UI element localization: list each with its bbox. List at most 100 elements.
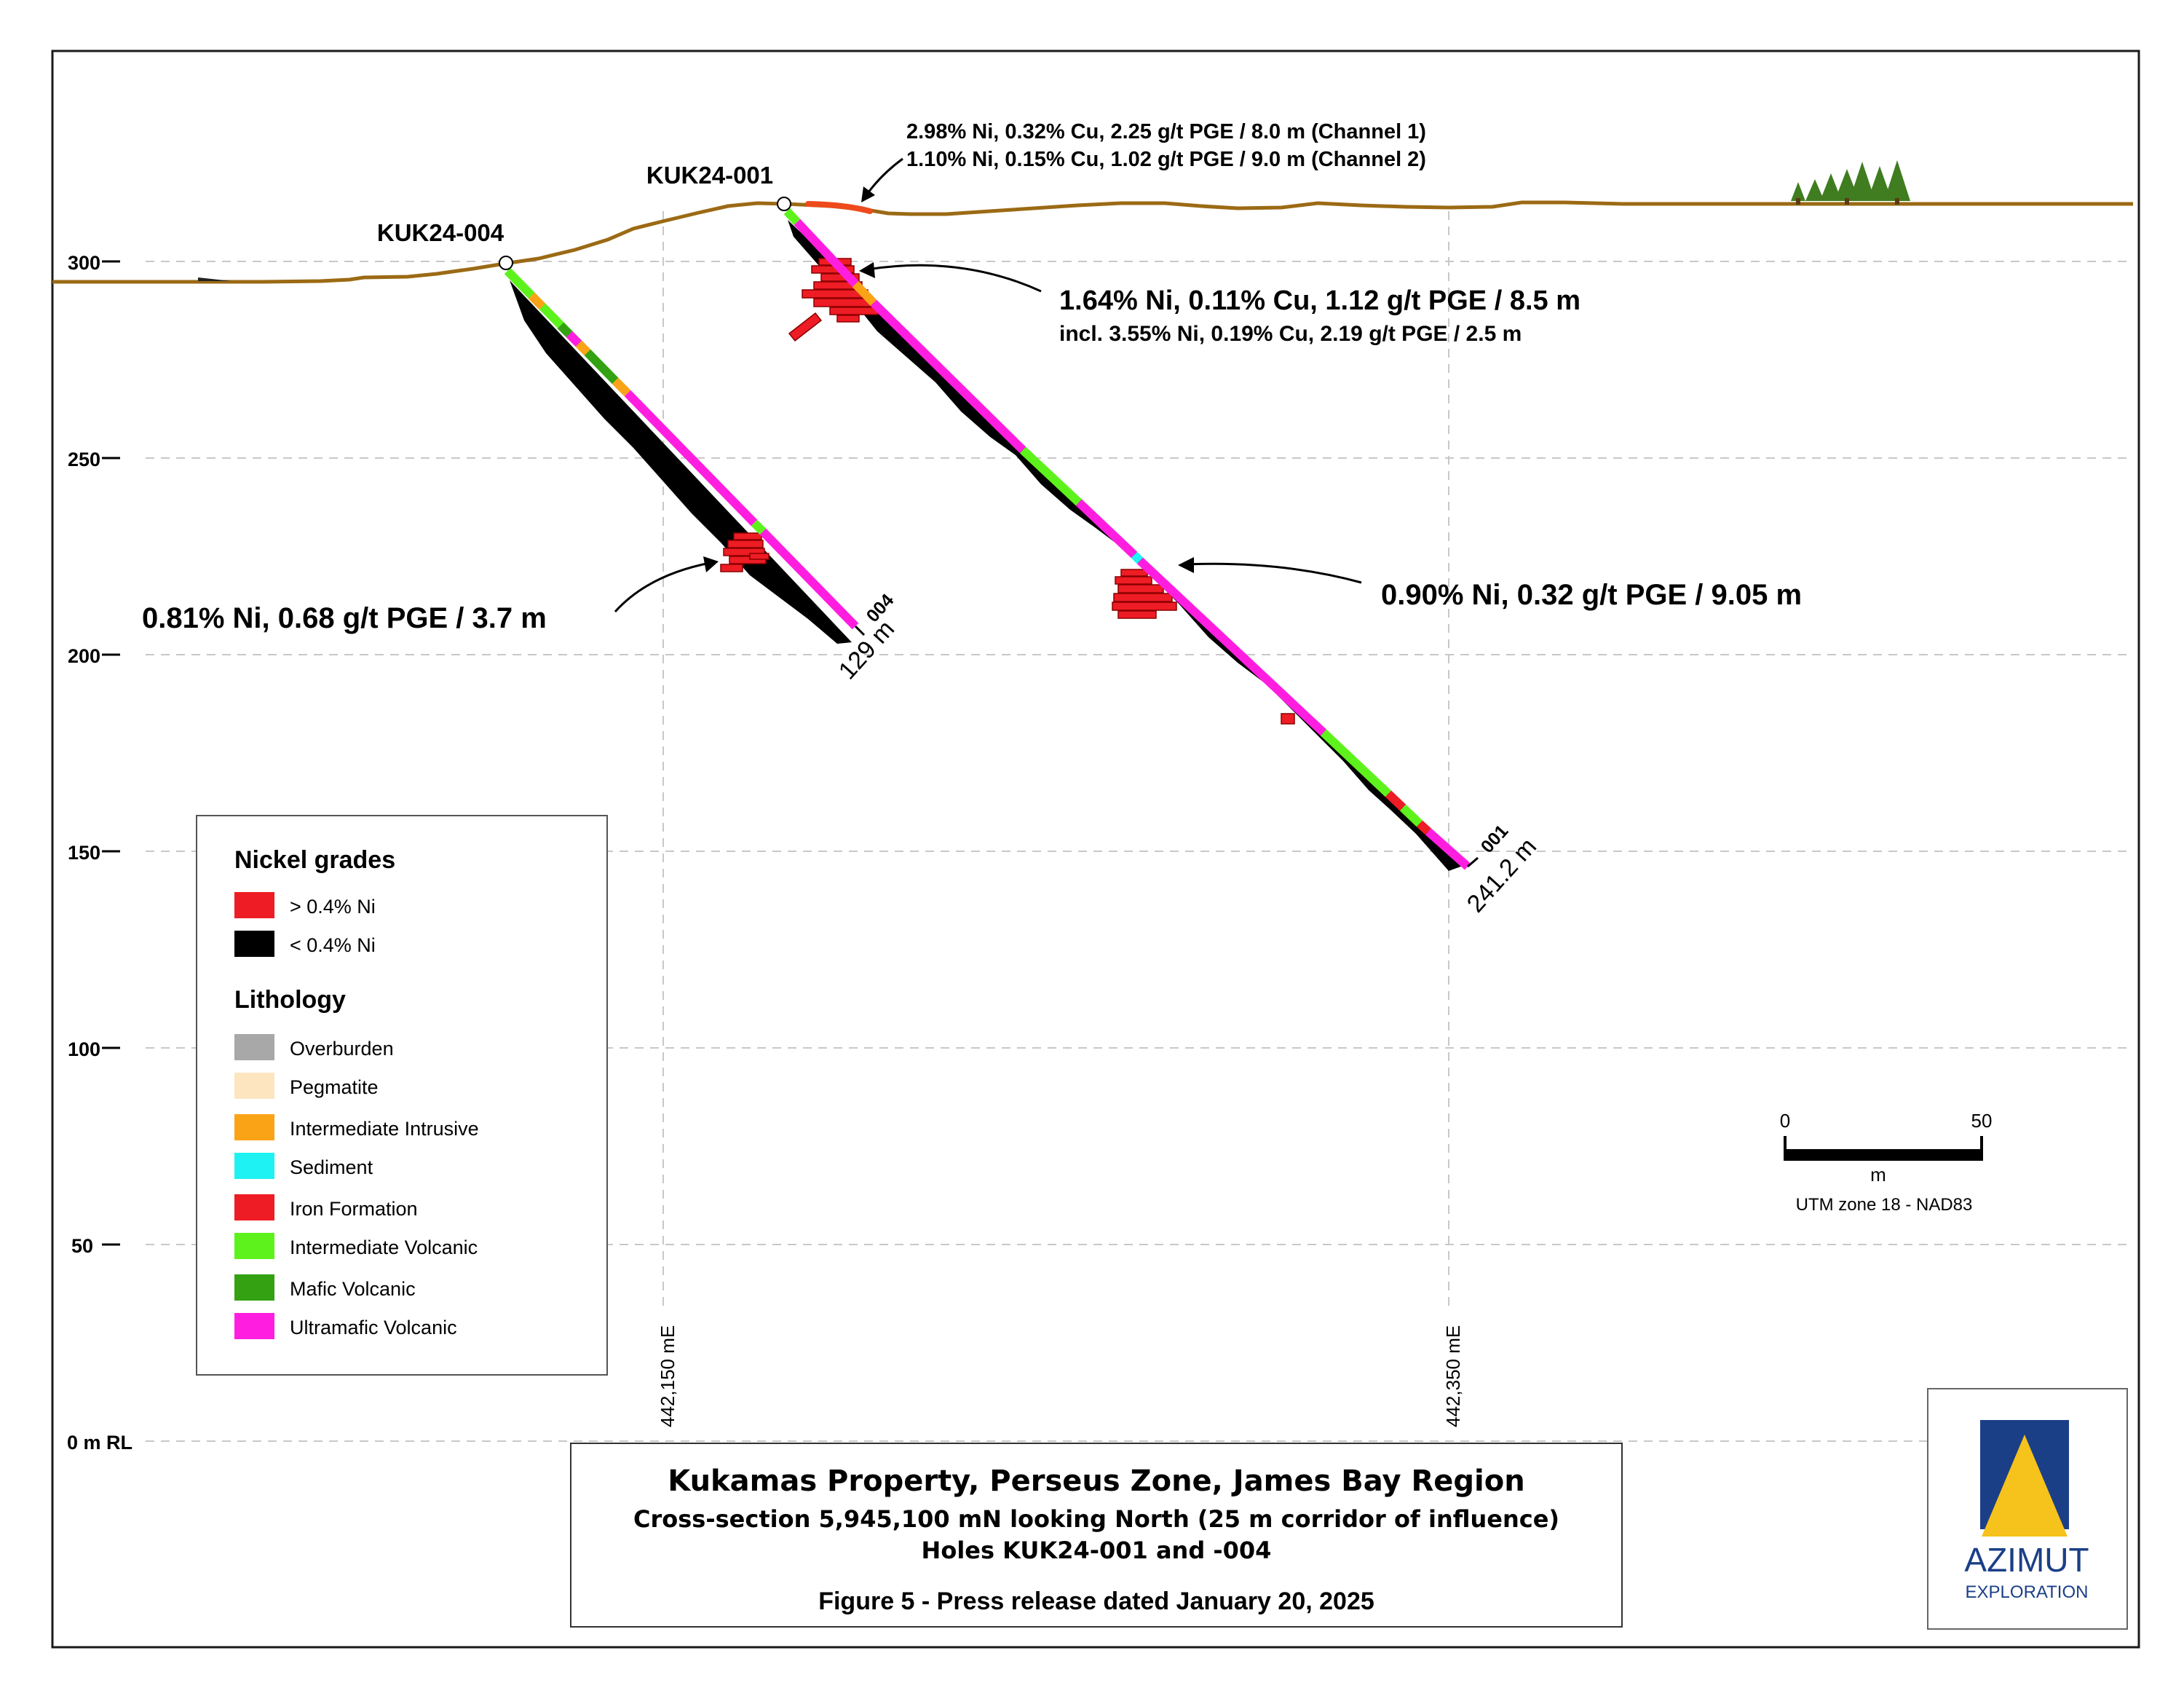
lith-ultramafic-volcanic [1136, 557, 1327, 736]
arrow-hole001-lower [1186, 562, 1362, 584]
lithology-column [504, 267, 859, 630]
tree-icon-group [1791, 160, 1910, 205]
elevation-label-250: 250 [68, 449, 100, 470]
lith-ultramafic-volcanic [759, 528, 859, 630]
legend-swatch-low-grade [234, 931, 274, 957]
lith-ultramafic-volcanic [870, 299, 1026, 454]
scale-bar: 0 50 m UTM zone 18 - NAD83 [1780, 1110, 1993, 1215]
easting-label-442350: 442,350 mE [1442, 1325, 1464, 1427]
elevation-label-0: 0 m RL [67, 1432, 132, 1454]
legend-label-iron-formation: Iron Formation [290, 1198, 418, 1220]
legend-swatch-high-grade [234, 892, 274, 918]
hole-end-tick [1467, 856, 1479, 868]
high-grade-assay-bars [720, 532, 769, 572]
legend-label-mafic-volcanic: Mafic Volcanic [290, 1278, 416, 1300]
annotation-hole004: 0.81% Ni, 0.68 g/t PGE / 3.7 m [142, 602, 547, 634]
assay-bar [829, 307, 879, 315]
logo-name: AZIMUT [1964, 1541, 2089, 1579]
assay-bar [1112, 602, 1177, 611]
lithology-column [783, 208, 1471, 870]
scale-end-label: 50 [1971, 1110, 1993, 1132]
easting-label-442150: 442,150 mE [657, 1325, 678, 1427]
lith-ultramafic-volcanic [624, 390, 758, 526]
assay-bar [1113, 593, 1173, 602]
scale-bar-fill [1785, 1149, 1982, 1161]
figure-subtitle-2: Holes KUK24-001 and -004 [922, 1537, 1272, 1564]
legend-swatch-ultramafic-volcanic [234, 1313, 274, 1339]
assay-bar [723, 548, 765, 556]
hole-name-kuk24-001: KUK24-001 [646, 162, 773, 189]
legend-nickel-title: Nickel grades [234, 846, 395, 874]
assay-bar [1115, 576, 1152, 585]
arrowhead-icon [1178, 557, 1194, 573]
annotation-channel-2: 1.10% Ni, 0.15% Cu, 1.02 g/t PGE / 9.0 m… [906, 148, 1426, 171]
elevation-gridlines [146, 261, 2133, 1442]
lith-intermediate-intrusive [612, 377, 631, 397]
assay-bar [1281, 713, 1295, 725]
lith-sediment [1131, 551, 1144, 564]
topography-line [146, 200, 2133, 284]
arrow-hole001-upper [867, 264, 1042, 293]
assay-bar [720, 564, 743, 572]
assay-bar [749, 553, 769, 560]
legend-label-ultramafic-volcanic: Ultramafic Volcanic [290, 1317, 457, 1338]
hole-name-kuk24-004: KUK24-004 [377, 219, 505, 246]
legend-swatch-intermediate-volcanic [234, 1233, 274, 1259]
arrowhead-icon [859, 262, 875, 278]
legend-label-pegmatite: Pegmatite [290, 1076, 379, 1098]
lith-mafic-volcanic [584, 349, 619, 384]
lith-ultramafic-volcanic [794, 218, 859, 288]
projection-label: UTM zone 18 - NAD83 [1796, 1195, 1973, 1215]
legend-swatch-intermediate-intrusive [234, 1114, 274, 1140]
legend-swatch-sediment [234, 1153, 274, 1179]
elevation-label-50: 50 [71, 1235, 93, 1257]
legend-swatch-overburden [234, 1034, 274, 1060]
lith-ultramafic-volcanic [566, 331, 582, 347]
lith-intermediate-intrusive [575, 340, 591, 356]
elevation-axis: 300 250 200 150 100 50 0 m RL [67, 252, 132, 1454]
tree-icon [1884, 160, 1910, 201]
arrowheads [703, 186, 1194, 573]
tree-icon [1867, 166, 1892, 201]
scale-unit-label: m [1870, 1164, 1886, 1186]
lith-ultramafic-volcanic [1425, 828, 1471, 870]
logo-triangle-icon [1982, 1435, 2068, 1537]
arrowhead-icon [703, 556, 719, 572]
assay-bar [729, 556, 767, 564]
legend-label-sediment: Sediment [290, 1156, 373, 1178]
assay-bar [733, 532, 762, 540]
annotation-hole001-upper-incl: incl. 3.55% Ni, 0.19% Cu, 2.19 g/t PGE /… [1059, 322, 1522, 346]
elevation-label-150: 150 [68, 842, 100, 864]
tree-icon [1849, 162, 1875, 201]
lith-iron-formation [1385, 790, 1406, 811]
title-box [570, 1443, 1623, 1628]
tree-trunk [1895, 198, 1899, 205]
figure-title: Kukamas Property, Perseus Zone, James Ba… [668, 1464, 1524, 1498]
title-block: Kukamas Property, Perseus Zone, James Ba… [570, 1443, 1623, 1628]
elevation-label-300: 300 [68, 252, 100, 274]
legend: Nickel grades > 0.4% Ni < 0.4% Ni Lithol… [196, 815, 608, 1376]
assay-bar [1120, 569, 1148, 577]
lith-intermediate-volcanic [783, 208, 801, 226]
lith-intermediate-intrusive [852, 280, 877, 307]
assay-bar [727, 540, 764, 548]
collar-kuk24-001 [777, 197, 791, 211]
tree-trunk [1845, 198, 1849, 205]
scale-start-label: 0 [1780, 1110, 1790, 1132]
lith-ultramafic-volcanic [1075, 499, 1138, 559]
annotation-hole001-upper: 1.64% Ni, 0.11% Cu, 1.12 g/t PGE / 8.5 m [1059, 285, 1580, 316]
tree-icon [1791, 182, 1805, 201]
arrowhead-icon [861, 186, 875, 202]
figure-caption: Figure 5 - Press release dated January 2… [818, 1588, 1374, 1615]
channel-sample-line [805, 201, 873, 214]
assay-bar [813, 298, 873, 307]
assay-bar [788, 312, 823, 342]
azimut-logo: AZIMUT EXPLORATION [1927, 1388, 2128, 1630]
legend-label-intermediate-volcanic: Intermediate Volcanic [290, 1237, 478, 1258]
figure-subtitle-1: Cross-section 5,945,100 mN looking North… [633, 1505, 1559, 1533]
hole-end-tick [854, 625, 866, 636]
tree-icon [1805, 179, 1824, 201]
tree-trunk [1796, 198, 1800, 205]
lith-intermediate-volcanic [1399, 804, 1423, 827]
